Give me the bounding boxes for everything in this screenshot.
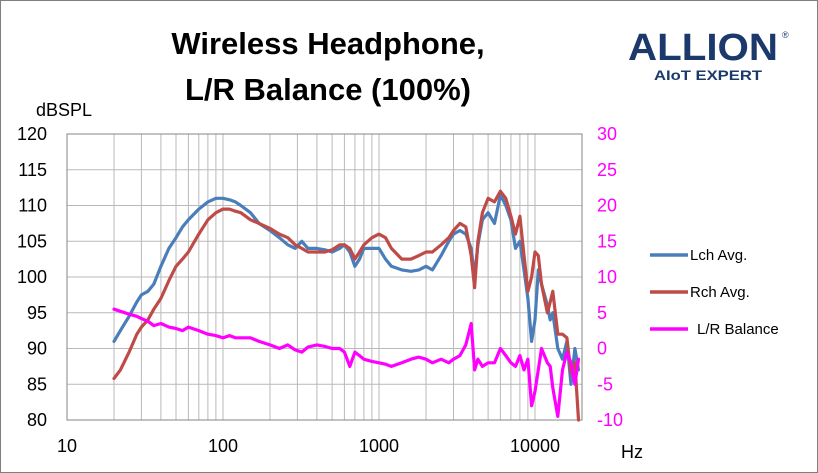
legend-label-balance: L/R Balance [697, 321, 779, 338]
y2-tick-label: 0 [597, 339, 607, 359]
y2-tick-label: 15 [597, 231, 617, 251]
y-tick-label: 90 [27, 339, 47, 359]
logo-brand: ALLION [628, 27, 778, 69]
legend-label-rch: Rch Avg. [690, 284, 750, 301]
y-tick-label: 85 [27, 374, 47, 394]
y-tick-label: 115 [18, 160, 47, 180]
y-tick-label: 80 [27, 410, 47, 430]
legend-label-lch: Lch Avg. [690, 247, 747, 264]
y2-tick-label: 25 [597, 160, 617, 180]
x-tick-label: 100 [208, 436, 238, 456]
grid [67, 134, 582, 420]
logo-tagline: AIoT EXPERT [654, 67, 763, 83]
plot-border [66, 133, 583, 421]
series-line-lch [112, 193, 581, 386]
series-lines [112, 189, 581, 422]
x-tick-label: 10000 [510, 436, 560, 456]
y2-tick-label: -5 [597, 374, 613, 394]
y-tick-label: 100 [17, 267, 47, 287]
legend: Lch Avg. Rch Avg. L/R Balance [650, 247, 779, 338]
series-line-balance [112, 307, 581, 418]
y2-tick-label: -10 [597, 410, 623, 430]
x-tick-label: 10 [57, 436, 77, 456]
y-tick-label: 95 [27, 303, 47, 323]
chart-title-line-1: Wireless Headphone, [171, 26, 484, 61]
series-line-rch [112, 189, 581, 422]
x-axis-label: Hz [621, 442, 643, 462]
y-tick-label: 110 [18, 196, 47, 216]
y2-tick-label: 10 [597, 267, 617, 287]
chart-title-line-2: L/R Balance (100%) [185, 72, 471, 107]
logo: ALLION ® AIoT EXPERT [628, 27, 789, 83]
y-tick-label: 120 [17, 124, 47, 144]
x-tick-label: 1000 [359, 436, 399, 456]
y2-tick-label: 5 [597, 303, 607, 323]
y-axis-label: dBSPL [36, 100, 92, 120]
y2-tick-label: 20 [597, 196, 617, 216]
tick-labels: 80 85 90 95 100 105 110 115 120 -10 -5 0 5 10 15 20 25 30… [17, 124, 623, 456]
y2-tick-label: 30 [597, 124, 617, 144]
y-tick-label: 105 [17, 231, 47, 251]
logo-registered: ® [782, 30, 789, 40]
